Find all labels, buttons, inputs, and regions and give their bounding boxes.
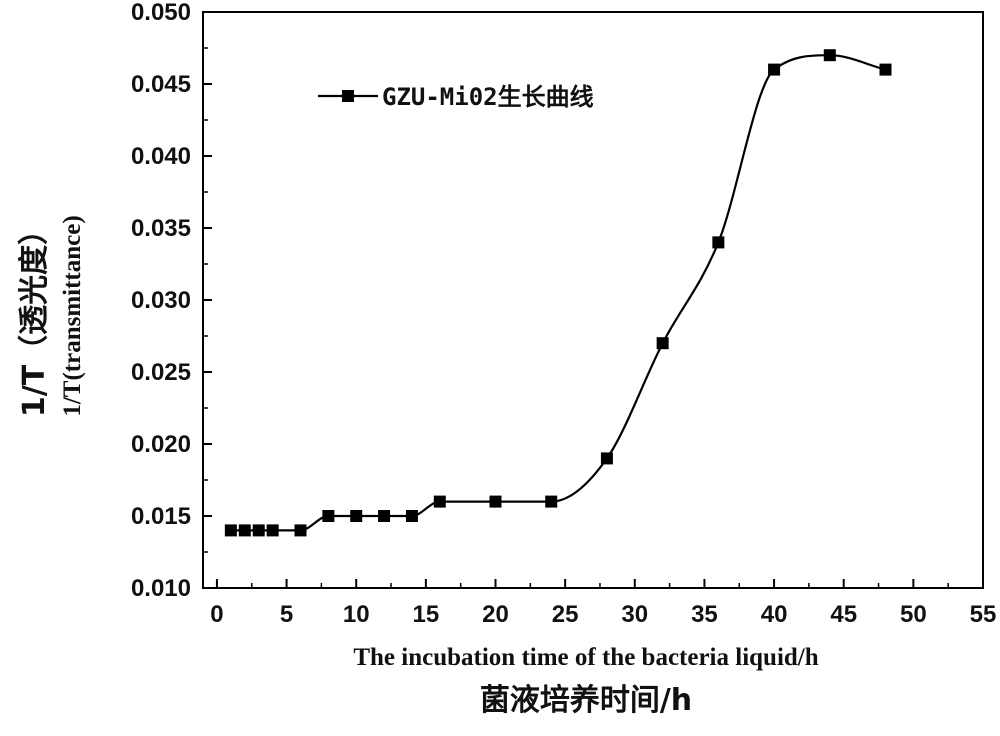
y-tick-label: 0.015 (131, 503, 191, 530)
x-tick-label: 0 (210, 601, 223, 628)
x-tick-label: 25 (552, 601, 579, 628)
x-tick-label: 40 (761, 601, 788, 628)
data-point (252, 524, 265, 537)
x-tick-label: 55 (970, 601, 997, 628)
data-point (266, 524, 279, 537)
x-tick-label: 10 (343, 601, 370, 628)
x-tick-label: 15 (413, 601, 440, 628)
data-point (405, 510, 418, 522)
x-axis-title: The incubation time of the bacteria liqu… (353, 644, 818, 671)
data-point (600, 452, 613, 465)
y-tick-label: 0.010 (131, 575, 191, 602)
x-tick-label: 30 (621, 601, 648, 628)
y-axis: 0.010 0.015 0.020 0.025 0.030 0.035 0.040 0.045… (131, 0, 212, 602)
y-tick-label: 0.045 (131, 71, 191, 98)
data-point (294, 524, 307, 537)
y-tick-label: 0.030 (131, 287, 191, 314)
data-point (712, 236, 725, 249)
data-point (768, 63, 781, 76)
series-curve (230, 54, 886, 532)
y-tick-label: 0.020 (131, 431, 191, 458)
y-tick-label: 0.040 (131, 143, 191, 170)
x-tick-label: 50 (900, 601, 927, 628)
y-tick-label: 0.035 (131, 215, 191, 242)
x-axis-title-chinese: 菌液培养时间/h (480, 683, 692, 718)
x-tick-label: 5 (280, 601, 293, 628)
data-point (489, 495, 502, 508)
x-tick-label: 45 (830, 601, 857, 628)
x-axis: 0 5 10 15 20 25 30 35 40 45 50 55 (210, 579, 996, 628)
data-point (378, 510, 391, 522)
data-point (322, 510, 335, 522)
series-markers (224, 49, 892, 537)
legend-marker (342, 90, 354, 102)
data-point (433, 495, 446, 508)
y-tick-label: 0.050 (131, 0, 191, 26)
y-axis-title: 1/T(transmittance) (59, 215, 86, 416)
data-point (823, 49, 836, 62)
data-point (224, 524, 237, 537)
data-point (879, 63, 892, 76)
data-point (350, 510, 363, 522)
data-point (545, 495, 558, 508)
legend: GZU-Mi02生长曲线 (318, 83, 594, 111)
data-point (238, 524, 251, 537)
y-axis-title-chinese: 1/T（透光度） (17, 215, 52, 417)
x-tick-label: 35 (691, 601, 718, 628)
y-tick-label: 0.025 (131, 359, 191, 386)
data-point (656, 337, 669, 350)
legend-label: GZU-Mi02生长曲线 (382, 83, 594, 111)
x-tick-label: 20 (482, 601, 509, 628)
